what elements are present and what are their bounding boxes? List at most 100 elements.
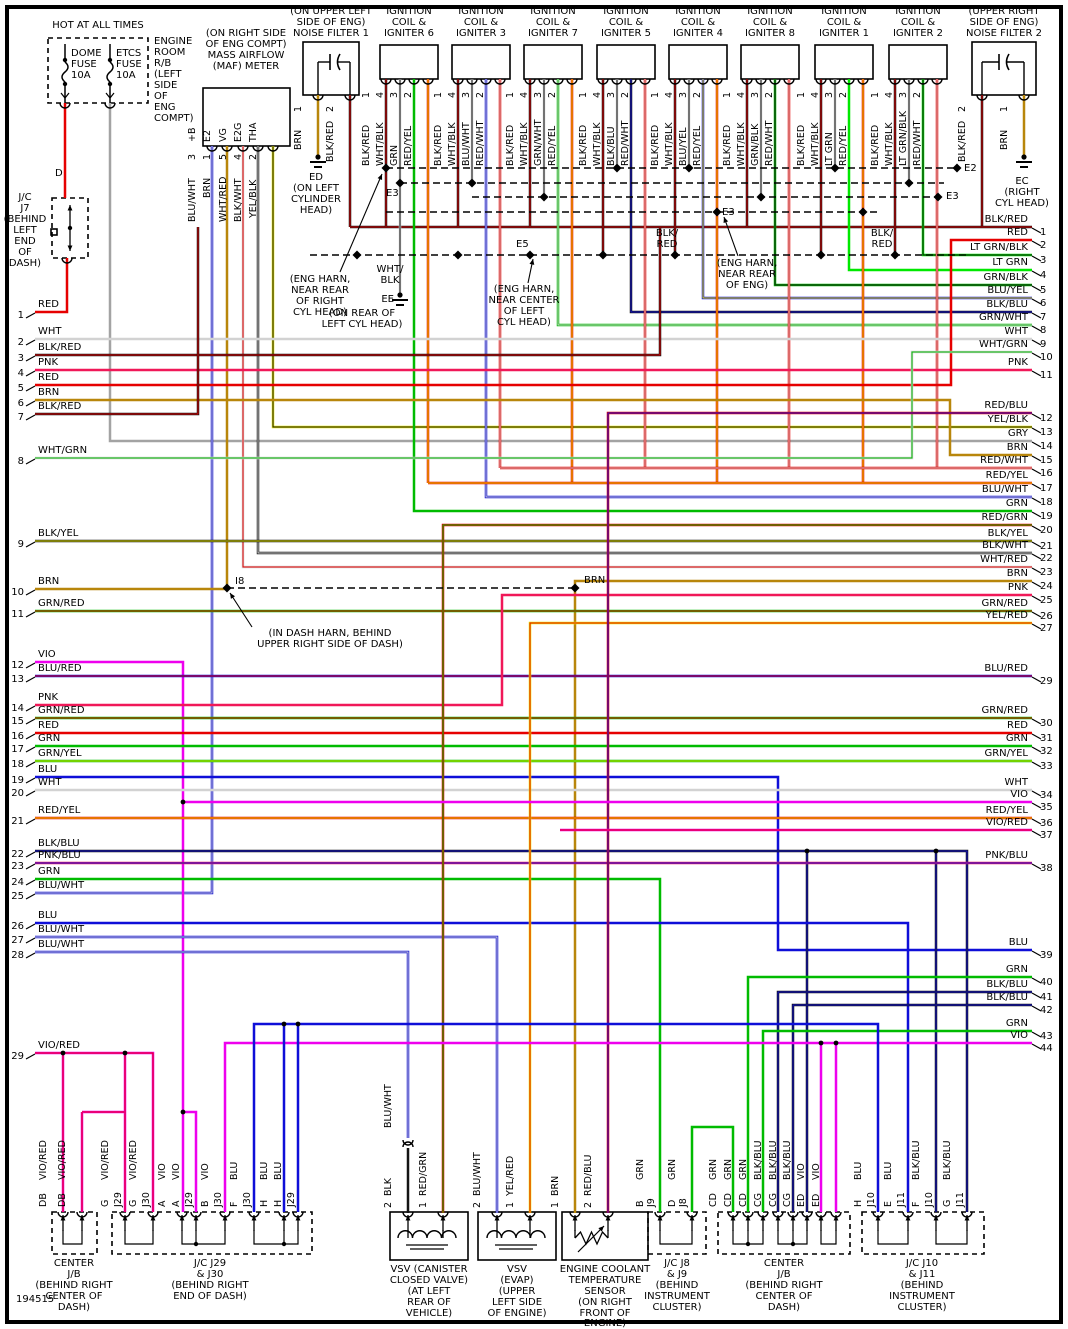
text-label: R/B	[154, 58, 172, 69]
rotated-label: CG	[753, 1193, 764, 1207]
right-pin-7: 7	[1040, 312, 1047, 323]
rotated-label: BLK/RED	[325, 120, 336, 162]
connector-arc	[697, 78, 709, 85]
wire-GRN	[746, 975, 1032, 1212]
text-label: OF	[154, 91, 168, 102]
right-pin-tick	[1031, 1031, 1042, 1038]
left-pin-label: GRN/RED	[38, 705, 85, 716]
rotated-label: VIO	[811, 1163, 822, 1180]
rotated-label: BLK/WHT	[233, 178, 244, 222]
wire-label: GRN/BLK	[750, 123, 761, 166]
rotated-label: RED/BLU	[583, 1154, 594, 1196]
connector-arc	[815, 78, 827, 85]
right-pin-11: 11	[1040, 370, 1053, 381]
junction-bracket	[181, 1230, 226, 1245]
rotated-label: J8	[678, 1198, 689, 1207]
left-pin-tick	[25, 1053, 36, 1060]
rotated-label: J29	[286, 1192, 297, 1207]
wire-label: WHT/BLK	[447, 122, 458, 166]
right-pin-label: VIO/RED	[986, 817, 1028, 828]
wire-VIO	[223, 1041, 1032, 1212]
left-pin-label: GRN	[38, 733, 61, 744]
wire-stripe	[607, 412, 1032, 1213]
left-pin-tick	[25, 818, 36, 825]
text-label: J/B	[777, 1269, 791, 1280]
capacitor-icon	[1005, 53, 1010, 71]
junction-diamond	[381, 163, 391, 173]
rotated-label: J10	[924, 1192, 935, 1207]
text-label: SIDE	[154, 80, 178, 91]
rotated-label: CD	[723, 1193, 734, 1207]
right-pin-label: YEL/BLK	[987, 414, 1028, 425]
rotated-label: 2	[325, 105, 336, 112]
rotated-label: GRN	[667, 1158, 678, 1180]
fuse-icon	[107, 81, 113, 87]
left-pin-tick	[25, 893, 36, 900]
right-pin-tick	[1031, 623, 1042, 630]
rotated-label: VIO/RED	[128, 1140, 139, 1180]
right-pin-37: 37	[1040, 830, 1053, 841]
igniter-box	[814, 44, 874, 80]
right-pin-36: 36	[1040, 818, 1053, 829]
left-pin-label: RED	[38, 720, 59, 731]
connector-arc	[312, 94, 324, 101]
rotated-label: RED/GRN	[418, 1151, 429, 1196]
text-label: (BEHIND	[3, 214, 47, 225]
left-pin-tick	[25, 923, 36, 930]
annotation-arrowhead	[723, 217, 729, 223]
text-label: & J11	[908, 1269, 936, 1280]
capacitor-icon	[336, 53, 341, 71]
right-pin-19: 19	[1040, 511, 1053, 522]
right-pin-tick	[1031, 790, 1042, 797]
right-pin-tick	[1031, 977, 1042, 984]
text-label: NEAR CENTER	[488, 295, 560, 306]
pin-number: 2	[547, 91, 558, 98]
pin-arrowhead	[933, 1215, 939, 1221]
right-pin-label: GRN/WHT	[978, 312, 1028, 323]
igniter-title: COIL &	[391, 17, 427, 28]
rotated-label: J29	[113, 1192, 124, 1207]
left-pin-18: 18	[11, 759, 24, 770]
text-label: NEAR REAR	[291, 285, 349, 296]
left-pin-tick	[25, 733, 36, 740]
rotated-label: GRN	[635, 1158, 646, 1180]
right-pin-tick	[1031, 581, 1042, 588]
text-label: MASS AIRFLOW	[207, 50, 285, 61]
thermistor-arrow	[577, 1225, 605, 1253]
wire-stripe	[774, 79, 1032, 286]
pin-number: 1	[650, 91, 661, 98]
junction-dot	[833, 1040, 839, 1046]
left-pin-label: BLU/WHT	[38, 939, 85, 950]
pin-arrowhead	[790, 1215, 796, 1221]
rotated-label: J10	[866, 1192, 877, 1207]
right-pin-5: 5	[1040, 285, 1047, 296]
right-pin-42: 42	[1040, 1005, 1053, 1016]
right-pin-31: 31	[1040, 733, 1053, 744]
left-pin-17: 17	[11, 744, 24, 755]
right-pin-label: GRN/BLK	[983, 272, 1028, 283]
connector-arc	[394, 78, 406, 85]
component-box	[389, 1211, 469, 1261]
text-label: ROOM	[154, 47, 186, 58]
rotated-label: ED	[811, 1193, 822, 1207]
pin-number: 2	[764, 91, 775, 98]
left-pin-label: BLK/RED	[38, 401, 82, 412]
text-label: VSV	[506, 1264, 528, 1275]
annotation-arrowhead	[230, 593, 236, 599]
left-pin-tick	[25, 385, 36, 392]
igniter-title: IGNITION	[747, 6, 793, 17]
right-pin-6: 6	[1040, 298, 1047, 309]
left-pin-14: 14	[11, 703, 24, 714]
pin-number: 3	[389, 91, 400, 98]
junction-dot	[281, 1241, 287, 1247]
rotated-label: F	[911, 1201, 922, 1207]
junction-box	[861, 1211, 985, 1255]
igniter-title: COIL &	[535, 17, 571, 28]
text-label: (RIGHT	[1004, 187, 1040, 198]
right-pin-tick	[1031, 818, 1042, 825]
right-pin-25: 25	[1040, 595, 1053, 606]
rotated-label: BRN	[293, 129, 304, 150]
text-label: E3	[386, 188, 399, 199]
